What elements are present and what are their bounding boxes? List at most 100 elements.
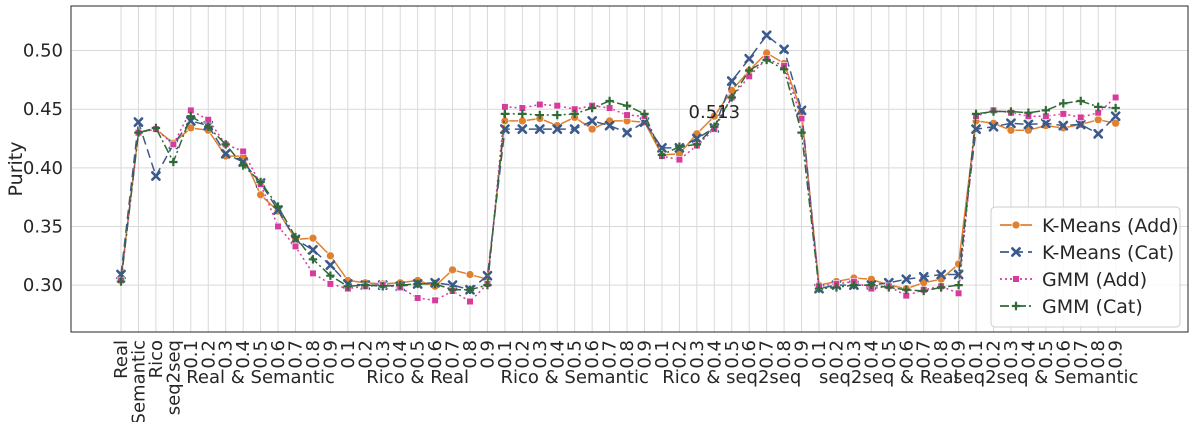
data-point [482, 270, 493, 281]
legend-label: GMM (Cat) [1042, 296, 1143, 318]
data-point [465, 270, 475, 279]
legend-item: K-Means (Cat) [1000, 242, 1174, 264]
x-group-label: Real & Semantic [186, 367, 335, 388]
series-group [116, 30, 1121, 295]
data-point [1006, 125, 1016, 135]
data-point [1094, 102, 1103, 112]
data-point [186, 112, 195, 121]
data-point [623, 111, 631, 119]
x-tick-label: 0.3 [373, 340, 394, 369]
x-tick-label: 0.2 [826, 340, 847, 369]
data-point [220, 148, 231, 159]
data-point [238, 161, 248, 170]
data-point [518, 109, 527, 119]
x-group-label: Rico & Semantic [501, 367, 649, 388]
data-point [134, 128, 143, 137]
data-point [552, 124, 563, 135]
y-tick-label: 0.40 [23, 158, 63, 179]
x-tick-label: 0.6 [896, 340, 917, 369]
data-point [309, 269, 317, 277]
x-tick-label: 0.5 [879, 340, 900, 369]
x-tick-label: 0.2 [355, 340, 376, 369]
data-point [256, 190, 265, 200]
data-point [988, 121, 999, 132]
data-point [675, 156, 683, 164]
x-tick-label: 0.2 [512, 340, 533, 369]
data-point [797, 128, 806, 137]
data-point [779, 44, 789, 55]
x-tick-label: 0.6 [739, 340, 760, 369]
x-tick-label: 0.9 [792, 340, 813, 369]
data-point [1011, 220, 1021, 230]
data-point [535, 110, 544, 120]
data-point [1058, 120, 1069, 131]
x-tick-label: 0.4 [704, 340, 725, 369]
legend-box [990, 206, 1181, 328]
data-point [431, 296, 439, 304]
data-point [274, 222, 282, 231]
data-point [622, 101, 632, 110]
data-point [517, 124, 528, 135]
x-tick-label: 0.9 [635, 340, 656, 369]
data-point [483, 280, 492, 290]
data-point [291, 232, 300, 242]
x-tick-label: 0.2 [984, 340, 1005, 369]
data-point [534, 124, 545, 135]
data-point [1111, 103, 1120, 113]
x-tick-label: 0.1 [495, 340, 516, 369]
data-point [308, 233, 318, 243]
peak-annotation: 0.513 [689, 102, 741, 123]
data-point [517, 116, 527, 126]
data-point [221, 140, 230, 149]
data-point [640, 109, 649, 119]
data-point [918, 271, 929, 282]
x-tick-label: 0.7 [1071, 340, 1092, 369]
data-point [1093, 128, 1104, 139]
data-point [797, 114, 806, 123]
data-point [954, 280, 963, 290]
y-axis-label: Purity [5, 142, 27, 197]
x-tick-label: 0.8 [303, 340, 324, 369]
data-point [726, 76, 737, 86]
data-point [867, 280, 876, 290]
series-line [120, 34, 1117, 291]
data-point [500, 116, 510, 126]
series-line [120, 51, 1116, 290]
x-group-label: Rico & seq2seq [662, 367, 801, 388]
data-point [692, 140, 702, 149]
data-point [256, 177, 265, 187]
data-point [1077, 113, 1085, 122]
data-point [430, 279, 440, 289]
x-axis-groups: Real & Semantic Rico & Real Rico & Semanti… [186, 367, 1138, 388]
x-tick-label: 0.3 [844, 340, 865, 369]
x-tick-label: 0.5 [565, 340, 586, 369]
x-tick-label: Rico [146, 340, 167, 378]
x-tick-label: 0.1 [652, 340, 673, 369]
data-point [466, 297, 474, 306]
series-line [120, 59, 1116, 292]
data-point [1024, 108, 1033, 117]
x-tick-label: 0.3 [687, 340, 708, 369]
data-point [605, 96, 614, 106]
legend-label: K-Means (Add) [1042, 215, 1179, 237]
data-point [727, 93, 736, 102]
data-point [133, 117, 144, 127]
data-point [1059, 110, 1067, 118]
x-tick-label: 0.5 [722, 340, 743, 369]
data-point [414, 294, 422, 302]
x-tick-label: 0.5 [251, 340, 272, 369]
data-point [326, 271, 335, 280]
data-point [151, 171, 161, 181]
y-tick-label: 0.45 [23, 99, 63, 120]
y-tick-label: 0.30 [23, 275, 63, 296]
data-point [761, 30, 772, 41]
x-tick-label: 0.5 [1036, 340, 1057, 369]
data-point [291, 242, 300, 250]
x-tick-label: 0.7 [757, 340, 778, 369]
x-tick-label: 0.6 [425, 340, 446, 369]
y-axis-ticks: 0.30 0.35 0.40 0.45 0.50 [23, 41, 63, 297]
x-tick-label: 0.4 [1018, 340, 1039, 369]
data-point [501, 103, 509, 111]
x-axis-ticks: RealSemanticRicoseq2seq0.10.20.30.40.50.… [111, 340, 1127, 422]
data-point [919, 286, 928, 296]
